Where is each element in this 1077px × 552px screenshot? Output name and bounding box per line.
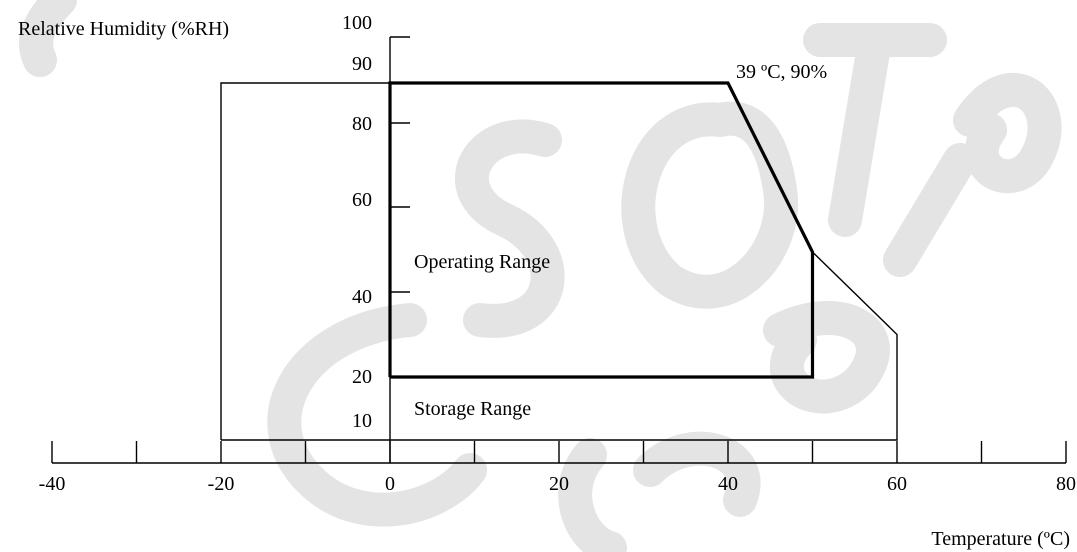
- y-axis-label: Relative Humidity (%RH): [18, 18, 229, 40]
- x-tick-label: 0: [385, 473, 395, 495]
- x-tick-label: 60: [887, 473, 907, 495]
- x-axis-label: Temperature (ºC): [931, 528, 1070, 550]
- watermark-graphic: [19, 0, 1062, 552]
- x-tick-label: -20: [208, 473, 235, 495]
- operating-corner-annotation: 39 ºC, 90%: [736, 61, 827, 83]
- region-operating-range: [388, 81, 815, 379]
- tick-labels: -40 -20 0 20 40 60 80 100 90 80 60 40 20 10: [39, 12, 1076, 495]
- x-tick-label: 80: [1056, 473, 1076, 495]
- operating-range-label: Operating Range: [414, 251, 550, 273]
- x-tick-label: 40: [718, 473, 738, 495]
- y-tick-label: 90: [352, 53, 372, 75]
- y-tick-label: 10: [352, 410, 372, 432]
- storage-range-label: Storage Range: [414, 398, 531, 420]
- y-tick-label: 100: [342, 12, 372, 34]
- y-tick-label: 40: [352, 286, 372, 308]
- x-tick-label: -40: [39, 473, 66, 495]
- y-tick-label: 60: [352, 189, 372, 211]
- x-tick-label: 20: [549, 473, 569, 495]
- chart-axes: [51, 36, 1067, 464]
- y-tick-label: 80: [352, 113, 372, 135]
- y-tick-label: 20: [352, 366, 372, 388]
